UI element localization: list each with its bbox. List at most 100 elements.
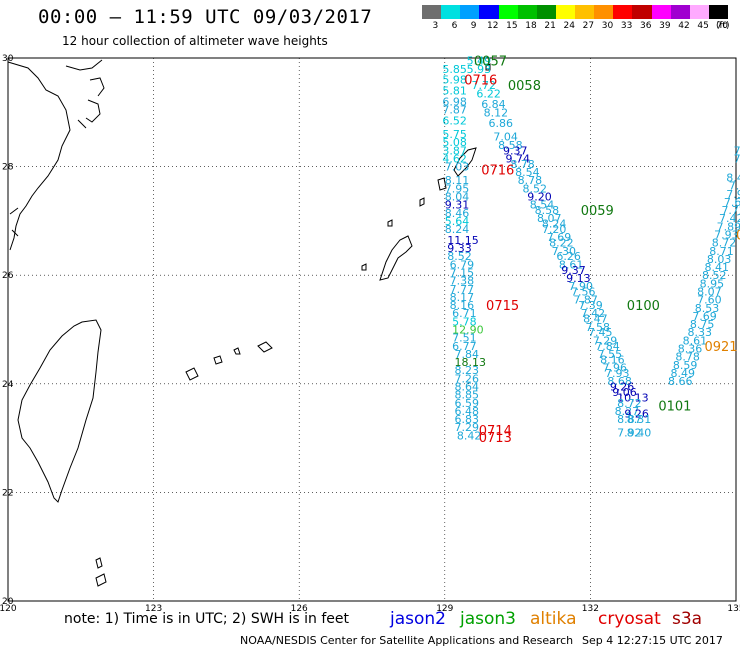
wave-height-value: 9.06 (612, 386, 637, 399)
wave-height-value: 7.4 (734, 144, 740, 157)
wave-height-value: 7.55 (598, 348, 623, 361)
colorbar-swatch (479, 5, 499, 19)
wave-height-value: 6.77 (452, 340, 477, 353)
wave-height-value: 4.62 (442, 152, 467, 165)
wave-height-observations: 5.495.85 5.935.98 7.72 5.81 6.22 6.98 6.84 7.87… (442, 55, 740, 443)
wave-height-value: 8.04 (445, 190, 470, 203)
wave-height-value: 8.54 (515, 166, 540, 179)
colorbar-swatch (613, 5, 633, 19)
wave-height-value: 9.13 (566, 272, 591, 285)
small-isle-3 (361, 263, 367, 271)
wave-height-value: 7.72 (721, 204, 740, 217)
wave-height-value: 5.85 (442, 63, 467, 76)
wave-height-value: 6.98 (442, 95, 467, 108)
wave-height-value: 5.08 (442, 136, 467, 149)
colorbar-tick-label: 36 (640, 21, 652, 31)
wave-height-value: 5.81 (442, 85, 467, 98)
pass-time-label: 0058 (508, 79, 541, 94)
wave-height-value: 8.41 (704, 261, 729, 274)
wave-height-value: 9.31 (445, 199, 470, 212)
colorbar-tick-label: 30 (601, 21, 614, 31)
latitude-tick-label: 20 (2, 597, 14, 607)
wave-height-value: 7.38 (450, 275, 475, 288)
axis-tick-labels: 120 123 126 129 132 135 30 28 26 24 22 20 (0, 54, 740, 614)
colorbar-swatch (517, 5, 537, 19)
wave-height-value: 7.58 (586, 321, 611, 334)
colorbar-swatch (632, 5, 652, 19)
wave-height-value: 6.71 (452, 307, 477, 320)
pass-time-label: 0716 (481, 163, 514, 178)
wave-height-value: 8.78 (675, 351, 700, 364)
wave-height-value: 7.20 (542, 223, 567, 236)
longitude-tick-label: 132 (582, 604, 599, 614)
amami-coast (453, 147, 477, 177)
wave-height-value: 8.72 (617, 397, 642, 410)
wave-height-value: 8.36 (678, 343, 703, 356)
okinawa-coast (379, 235, 413, 281)
wave-height-value: 7.87 (729, 180, 740, 193)
pass-time-label: 0100 (627, 299, 660, 314)
wave-height-value: 7.60 (697, 294, 722, 307)
taiwan-coast (17, 319, 102, 503)
wave-height-value: 8.95 (700, 277, 725, 290)
wave-height-value: 9.26 (610, 381, 635, 394)
colorbar-tick-label: 45 (697, 21, 709, 31)
wave-height-value: 7.69 (724, 196, 740, 209)
colorbar-swatch (651, 5, 671, 19)
wave-height-value: 7.15 (450, 266, 475, 279)
generated-timestamp: Sep 4 12:27:15 UTC 2017 (582, 634, 723, 647)
colorbar-swatch (670, 5, 690, 19)
pass-time-label: 0 (736, 228, 740, 243)
wave-height-value: 8.47 (583, 313, 608, 326)
wave-height-value: 7.69 (547, 231, 572, 244)
wave-height-value: 8.52 (522, 182, 547, 195)
wave-height-value: 7.92 (617, 427, 642, 440)
wave-height-value: 8.43 (726, 171, 740, 184)
colorbar-swatch (555, 5, 575, 19)
colorbar-swatch (498, 5, 518, 19)
wave-height-value: 8.16 (450, 299, 475, 312)
credit-line: NOAA/NESDIS Center for Satellite Applica… (240, 634, 574, 647)
wave-height-value: 8.49 (670, 367, 695, 380)
wave-height-value: 7.93 (605, 367, 630, 380)
wave-height-value: 8.33 (687, 326, 712, 339)
wave-height-value: 8.61 (683, 334, 708, 347)
wave-height-value: 8.24 (542, 218, 567, 231)
wave-height-value: 10.13 (617, 391, 649, 404)
wave-height-value: 7.90 (569, 280, 594, 293)
wave-height-value: 7.51 (452, 332, 477, 345)
wave-height-value: 7.39 (578, 299, 603, 312)
wave-height-value: 7.72 (471, 79, 496, 92)
wave-height-value: 6.86 (488, 117, 512, 130)
pass-time-label: 0716 (464, 74, 497, 89)
kyushu-interior (65, 59, 105, 129)
latitude-tick-label: 28 (2, 163, 14, 173)
wave-height-value: 8.53 (695, 302, 720, 315)
colorbar-swatch (594, 5, 614, 19)
colorbar-swatch (708, 5, 728, 19)
wave-height-value: 8.78 (510, 158, 535, 171)
wave-height-value: 6.83 (455, 413, 480, 426)
wave-height-value: 12.90 (452, 324, 484, 337)
wave-height-value: 8.87 (617, 413, 642, 426)
wave-height-value: 6.26 (556, 250, 581, 263)
wave-height-value: 9.37 (503, 144, 528, 157)
wave-height-value: 5.78 (452, 315, 477, 328)
wave-height-value: 9.26 (624, 408, 649, 421)
wave-height-value: 7.96 (603, 362, 628, 375)
green-isle (95, 573, 107, 587)
wave-height-value: 8.71 (709, 245, 734, 258)
wave-height-value: 8.07 (697, 285, 722, 298)
wave-height-value: 7.87 (573, 294, 598, 307)
satellite-name-altika: altika (530, 609, 577, 629)
pass-time-label: 0059 (581, 204, 614, 219)
wave-height-value: 6.84 (481, 98, 506, 111)
map-subtitle: 12 hour collection of altimeter wave hei… (62, 34, 328, 48)
wave-height-value: 7.95 (445, 182, 470, 195)
wave-height-value: 6.22 (476, 87, 501, 100)
wave-height-value: 8.72 (712, 237, 737, 250)
colorbar-tick-label: 3 (432, 21, 439, 31)
wave-height-value: 5.98 (442, 74, 467, 87)
colorbar-swatch (689, 5, 709, 19)
